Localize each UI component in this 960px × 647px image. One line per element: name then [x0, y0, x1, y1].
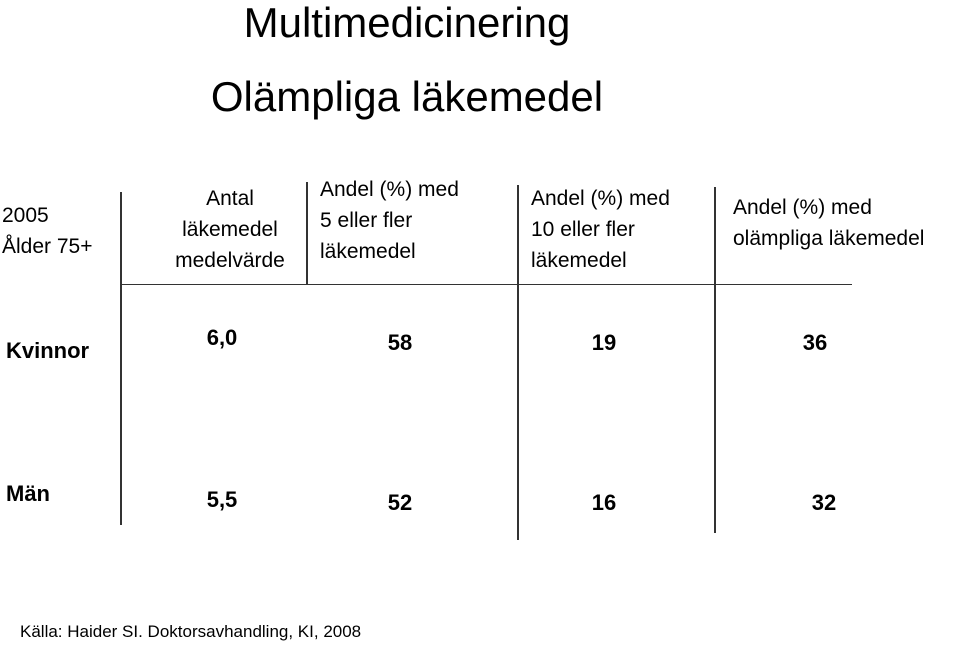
column-header-andel-5: Andel (%) med 5 eller fler läkemedel: [320, 174, 459, 267]
corner-year: 2005: [2, 204, 49, 227]
column-header-line: Andel (%) med: [733, 196, 872, 219]
column-header-line: Andel (%) med: [320, 178, 459, 201]
column-header-line: Antal: [206, 187, 254, 210]
cell-man-andel-10: 16: [591, 490, 617, 515]
source-note: Källa: Haider SI. Doktorsavhandling, KI,…: [20, 622, 362, 641]
row-label-kvinnor: Kvinnor: [6, 338, 90, 363]
column-header-andel-olampliga: Andel (%) med olämpliga läkemedel: [733, 192, 924, 254]
column-header-line: 10 eller fler: [531, 218, 635, 241]
cell-kvinnor-andel-10: 19: [591, 330, 617, 355]
title-line-1: Multimedicinering: [243, 0, 571, 46]
cell-kvinnor-antal: 6,0: [206, 325, 238, 350]
corner-header: 2005 Ålder 75+: [2, 200, 92, 262]
header-underline: [120, 284, 852, 285]
row-label-man: Män: [6, 481, 50, 506]
column-divider: [306, 182, 308, 285]
column-header-line: läkemedel: [320, 240, 416, 263]
column-header-line: 5 eller fler: [320, 209, 413, 232]
cell-kvinnor-andel-5: 58: [387, 330, 413, 355]
column-divider: [517, 185, 519, 540]
column-header-line: läkemedel: [531, 249, 627, 272]
cell-man-antal: 5,5: [206, 487, 238, 512]
corner-age: Ålder 75+: [2, 235, 93, 258]
title-line-2: Olämpliga läkemedel: [210, 73, 604, 120]
column-header-line: olämpliga läkemedel: [733, 227, 925, 250]
column-header-line: läkemedel: [182, 218, 278, 241]
cell-man-andel-5: 52: [387, 490, 413, 515]
column-header-antal: Antal läkemedel medelvärde: [162, 183, 298, 276]
column-divider: [714, 187, 716, 533]
column-header-andel-10: Andel (%) med 10 eller fler läkemedel: [531, 183, 670, 276]
cell-kvinnor-andel-olampliga: 36: [802, 330, 828, 355]
column-header-line: medelvärde: [175, 249, 285, 272]
cell-man-andel-olampliga: 32: [811, 490, 837, 515]
column-header-line: Andel (%) med: [531, 187, 670, 210]
column-divider: [120, 192, 122, 525]
